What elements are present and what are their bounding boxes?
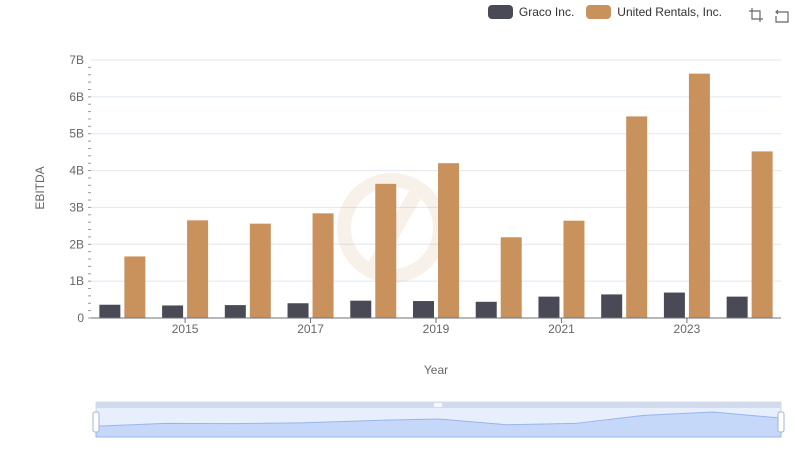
bar-united-rentals[interactable]	[751, 151, 773, 318]
bar-united-rentals[interactable]	[124, 256, 146, 318]
bar-graco[interactable]	[413, 301, 434, 318]
bar-graco[interactable]	[287, 303, 309, 318]
y-tick-label: 2B	[69, 237, 84, 251]
x-tick-label: 2019	[423, 322, 450, 336]
slider-move-handle[interactable]	[434, 403, 442, 407]
bar-united-rentals[interactable]	[500, 237, 522, 318]
zoom-icon[interactable]	[748, 7, 764, 23]
x-tick-label: 2021	[548, 322, 575, 336]
bar-graco[interactable]	[224, 305, 246, 318]
bar-united-rentals[interactable]	[438, 163, 459, 318]
toolbox	[748, 7, 790, 23]
bar-graco[interactable]	[350, 300, 372, 318]
legend-label-united-rentals: United Rentals, Inc.	[617, 5, 722, 19]
slider-preview-area	[95, 411, 782, 438]
y-tick-label: 7B	[69, 53, 84, 67]
slider-handle-right[interactable]	[777, 411, 785, 433]
bar-graco[interactable]	[663, 292, 685, 318]
y-tick-label: 5B	[69, 127, 84, 141]
bar-united-rentals[interactable]	[626, 116, 648, 319]
y-axis-label: EBITDA	[33, 166, 47, 209]
slider-handle-left[interactable]	[92, 411, 100, 433]
legend-swatch-graco	[487, 5, 513, 19]
bar-graco[interactable]	[475, 301, 497, 318]
bars	[99, 73, 773, 319]
bar-united-rentals[interactable]	[375, 183, 397, 318]
x-tick-label: 2015	[172, 322, 199, 336]
bar-united-rentals[interactable]	[688, 73, 710, 318]
bar-united-rentals[interactable]	[312, 213, 334, 318]
y-axis-ticks: 0 1B 2B 3B 4B 5B 6B 7B	[69, 53, 91, 325]
legend: Graco Inc. United Rentals, Inc.	[487, 5, 722, 19]
y-tick-label: 1B	[69, 274, 84, 288]
x-tick-label: 2017	[297, 322, 324, 336]
legend-item-united-rentals[interactable]: United Rentals, Inc.	[586, 5, 722, 19]
bar-graco[interactable]	[726, 296, 748, 318]
x-axis-label: Year	[424, 363, 448, 377]
bar-graco[interactable]	[601, 294, 623, 318]
data-zoom-slider[interactable]	[92, 401, 785, 438]
bar-united-rentals[interactable]	[187, 220, 209, 318]
y-tick-label: 0	[77, 311, 84, 325]
bar-united-rentals[interactable]	[249, 223, 271, 318]
bar-graco[interactable]	[162, 305, 184, 318]
y-tick-label: 6B	[69, 90, 84, 104]
legend-item-graco[interactable]: Graco Inc.	[487, 5, 575, 19]
legend-swatch-united-rentals	[586, 5, 612, 19]
slider-selection[interactable]	[96, 408, 781, 437]
x-axis: 2015 2017 2019 2021 2023	[91, 317, 781, 336]
bar-united-rentals[interactable]	[563, 220, 585, 318]
bar-graco[interactable]	[99, 304, 121, 318]
y-tick-label: 4B	[69, 164, 84, 178]
restore-icon[interactable]	[774, 7, 790, 23]
bar-graco[interactable]	[538, 296, 560, 318]
legend-label-graco: Graco Inc.	[518, 5, 575, 19]
x-tick-label: 2023	[674, 322, 701, 336]
y-tick-label: 3B	[69, 200, 84, 214]
